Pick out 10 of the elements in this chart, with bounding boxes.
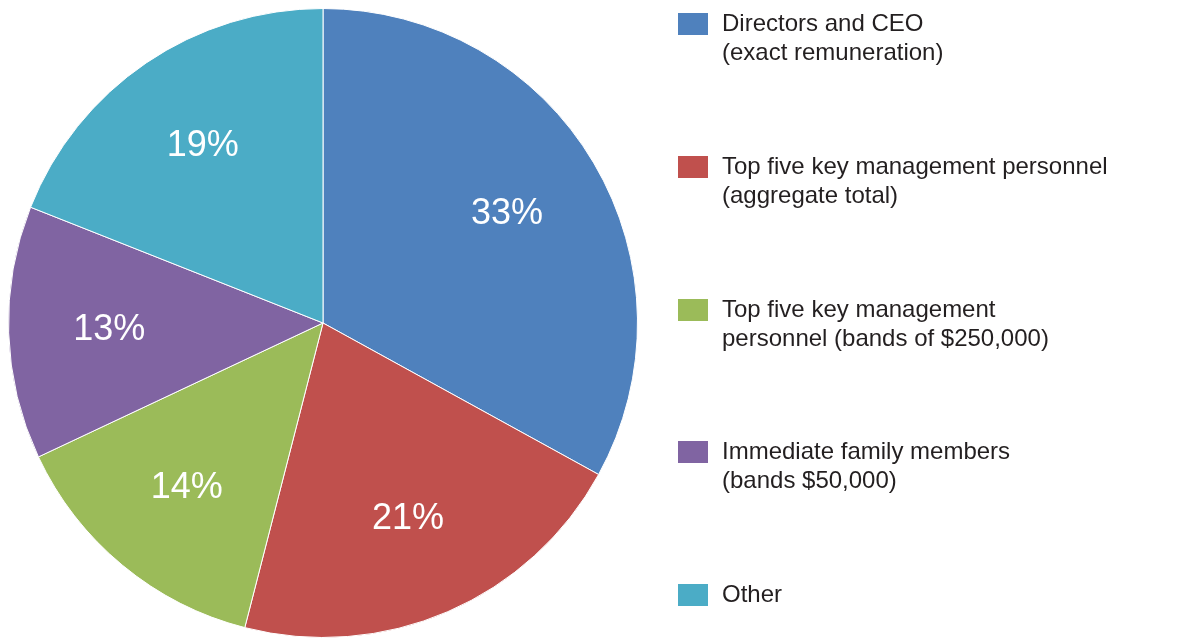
- legend-label: Top five key management personnel (bands of $250,000): [722, 293, 1049, 352]
- data-label: 19%: [166, 123, 239, 165]
- legend-label: Other: [722, 579, 783, 608]
- legend-label: Top five key management personnel (aggregate total): [722, 150, 1108, 209]
- data-label: 33%: [471, 191, 544, 233]
- data-label: 13%: [73, 306, 146, 348]
- data-label: 21%: [371, 496, 444, 538]
- legend-label: Directors and CEO (exact remuneration): [722, 8, 944, 66]
- legend-label: Immediate family members (bands $50,000): [722, 436, 1011, 495]
- data-label: 14%: [150, 464, 223, 506]
